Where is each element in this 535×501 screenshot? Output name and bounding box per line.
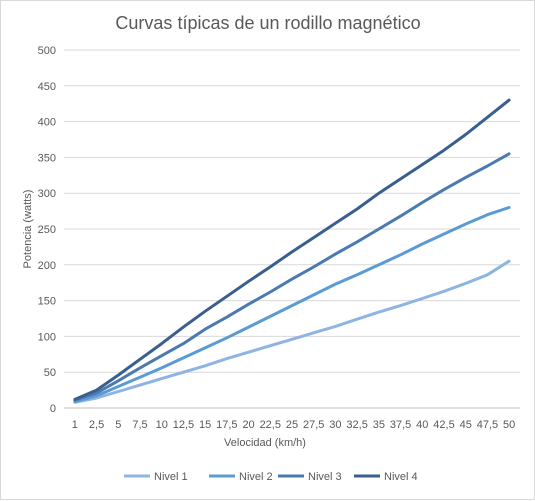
series-lines — [73, 98, 511, 404]
y-tick-label: 250 — [38, 224, 56, 236]
y-tick-label: 0 — [50, 403, 56, 415]
y-tick-label: 500 — [38, 45, 56, 57]
x-tick-label: 22,5 — [260, 419, 281, 431]
x-tick-label: 5 — [115, 419, 121, 431]
x-tick-label: 27,5 — [303, 419, 324, 431]
series-line-1 — [73, 259, 511, 404]
x-tick-label: 17,5 — [216, 419, 237, 431]
y-tick-label: 450 — [38, 81, 56, 93]
x-tick-label: 25 — [286, 419, 298, 431]
y-tick-label: 400 — [38, 117, 56, 129]
x-tick-label: 10 — [156, 419, 168, 431]
legend-label-2: Nivel 2 — [239, 471, 273, 483]
y-tick-label: 300 — [38, 188, 56, 200]
x-tick-label: 12,5 — [173, 419, 194, 431]
x-tick-label: 20 — [242, 419, 254, 431]
x-tick-label: 42,5 — [433, 419, 454, 431]
y-axis-ticks: 0 50 100 150 200 250 300 350 400 450 500 — [38, 45, 56, 415]
x-tick-label: 30 — [329, 419, 341, 431]
x-tick-label: 50 — [503, 419, 515, 431]
x-axis-title: Velocidad (km/h) — [224, 437, 306, 449]
x-tick-label: 35 — [373, 419, 385, 431]
series-line-4 — [73, 98, 511, 401]
legend-label-3: Nivel 3 — [308, 471, 342, 483]
series-line-2 — [73, 206, 511, 404]
x-tick-label: 45 — [460, 419, 472, 431]
y-tick-label: 50 — [44, 367, 56, 379]
y-tick-label: 100 — [38, 331, 56, 343]
legend-label-1: Nivel 1 — [154, 471, 188, 483]
x-axis-ticks: 1 2,5 5 7,5 10 12,5 15 17,5 20 22,5 25 27,5 30 32,5 35… — [72, 419, 515, 431]
x-tick-label: 15 — [199, 419, 211, 431]
x-tick-label: 40 — [416, 419, 428, 431]
gridlines — [64, 49, 520, 409]
x-tick-label: 32,5 — [346, 419, 367, 431]
x-tick-label: 7,5 — [132, 419, 147, 431]
legend-label-4: Nivel 4 — [384, 471, 418, 483]
x-tick-label: 37,5 — [390, 419, 411, 431]
y-axis-title: Potencia (watts) — [22, 190, 34, 269]
x-tick-label: 2,5 — [89, 419, 104, 431]
x-tick-label: 1 — [72, 419, 78, 431]
y-tick-label: 350 — [38, 152, 56, 164]
series-line-3 — [73, 152, 511, 402]
y-tick-label: 150 — [38, 296, 56, 308]
legend: Nivel 1 Nivel 2 Nivel 3 Nivel 4 — [124, 471, 418, 483]
x-tick-label: 47,5 — [477, 419, 498, 431]
y-tick-label: 200 — [38, 260, 56, 272]
chart-title: Curvas típicas de un rodillo magnético — [115, 13, 420, 33]
